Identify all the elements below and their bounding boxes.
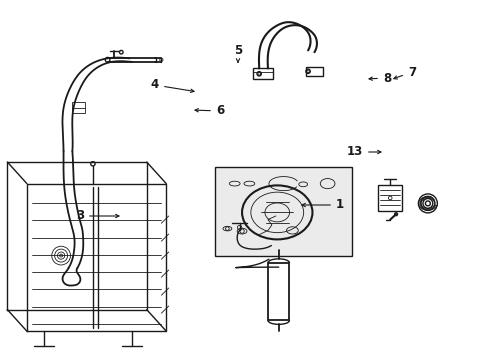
Text: 3: 3 (76, 210, 119, 222)
Text: 9: 9 (0, 359, 1, 360)
Bar (377, 185, 402, 211)
Text: 1: 1 (302, 198, 344, 211)
Text: 8: 8 (368, 72, 390, 85)
Circle shape (394, 213, 397, 216)
Text: 10: 10 (0, 359, 1, 360)
Circle shape (105, 57, 110, 62)
Bar (72, 102, 84, 113)
Text: 4: 4 (151, 78, 194, 93)
Text: 2: 2 (0, 359, 1, 360)
Text: 11: 11 (0, 359, 1, 360)
Bar (253, 68, 272, 79)
Text: 12: 12 (0, 359, 1, 360)
Text: 13: 13 (346, 145, 380, 158)
Bar (267, 263, 289, 320)
Circle shape (240, 229, 244, 233)
Text: 7: 7 (393, 66, 415, 79)
Bar (305, 67, 322, 76)
Text: 6: 6 (195, 104, 224, 117)
Bar (215, 167, 351, 256)
Text: 5: 5 (233, 44, 242, 62)
